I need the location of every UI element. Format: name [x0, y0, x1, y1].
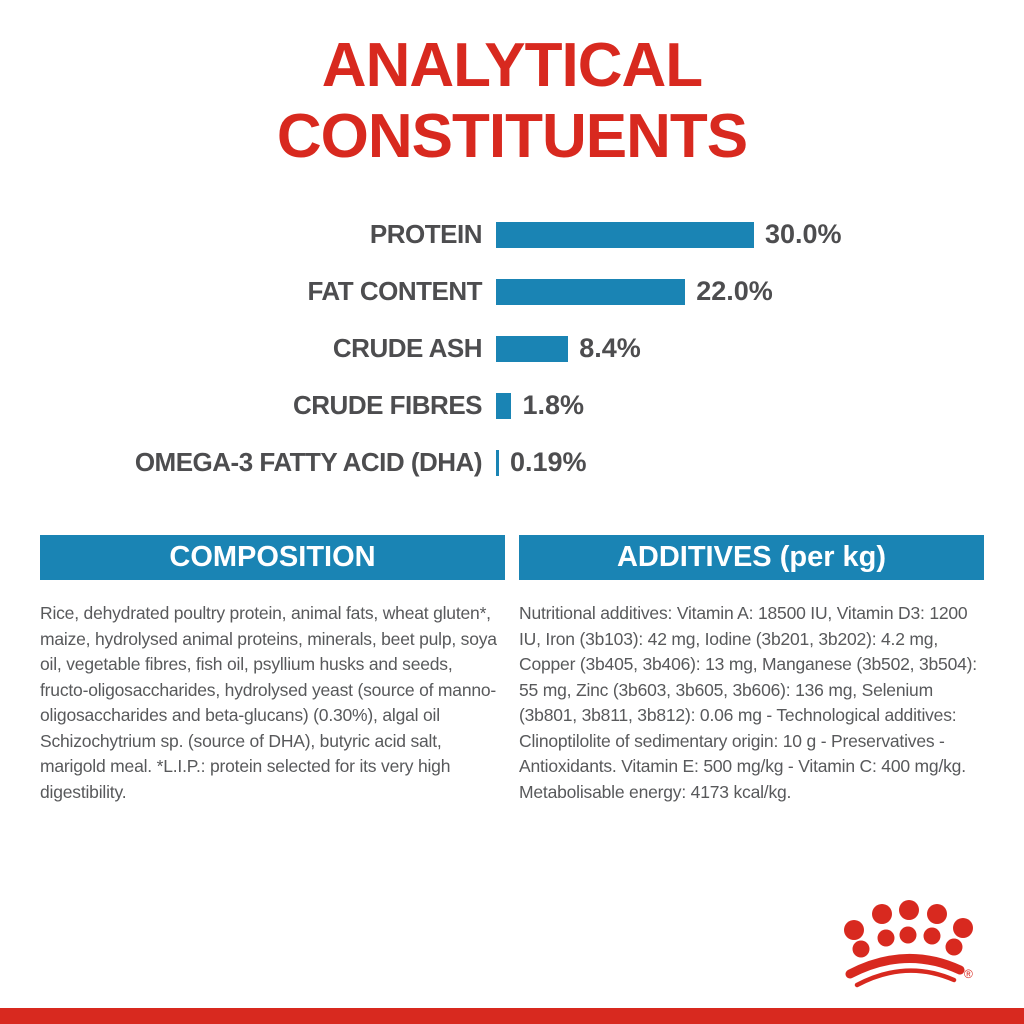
composition-body: Rice, dehydrated poultry protein, animal… [40, 603, 497, 802]
chart-bar-crude-fibres [496, 392, 512, 419]
chart-row: OMEGA-3 FATTY ACID (DHA) 0.19% [0, 434, 1024, 491]
chart-bar-crude-ash [496, 335, 569, 362]
chart-value-omega3-dha: 0.19% [510, 447, 587, 477]
chart-row: FAT CONTENT 22.0% [0, 263, 1024, 320]
chart-bar-omega3-dha [496, 449, 499, 476]
info-columns: COMPOSITION Rice, dehydrated poultry pro… [40, 535, 984, 805]
page-title: ANALYTICAL CONSTITUENTS [0, 0, 1024, 172]
chart-label-omega3-dha: OMEGA-3 FATTY ACID (DHA) [134, 447, 483, 477]
chart-label-protein: PROTEIN [369, 219, 483, 249]
chart-value-protein: 30.0% [765, 219, 842, 249]
bottom-red-strip [0, 1008, 1024, 1024]
analytical-constituents-chart: PROTEIN 30.0% FAT CONTENT 22.0% CRUDE AS… [0, 206, 1024, 491]
additives-column: ADDITIVES (per kg) Nutritional additives… [519, 535, 984, 805]
additives-header: ADDITIVES (per kg) [519, 535, 984, 580]
registered-mark: ® [964, 967, 973, 981]
chart-label-fat-content: FAT CONTENT [307, 276, 482, 306]
composition-column: COMPOSITION Rice, dehydrated poultry pro… [40, 535, 505, 805]
chart-row: CRUDE FIBRES 1.8% [0, 377, 1024, 434]
composition-header: COMPOSITION [40, 535, 505, 580]
royal-canin-crown-logo: ® [844, 900, 973, 988]
chart-row: PROTEIN 30.0% [0, 206, 1024, 263]
chart-bar-fat-content [496, 278, 686, 305]
chart-value-crude-fibres: 1.8% [522, 390, 585, 420]
chart-label-crude-fibres: CRUDE FIBRES [292, 390, 483, 420]
chart-label-crude-ash: CRUDE ASH [332, 333, 483, 363]
page-title-line2: CONSTITUENTS [276, 102, 748, 171]
chart-bar-protein [496, 221, 754, 248]
chart-row: CRUDE ASH 8.4% [0, 320, 1024, 377]
page-title-line1: ANALYTICAL [321, 31, 703, 100]
chart-value-fat-content: 22.0% [696, 276, 773, 306]
additives-body: Nutritional additives: Vitamin A: 18500 … [519, 603, 977, 802]
chart-value-crude-ash: 8.4% [579, 333, 641, 363]
